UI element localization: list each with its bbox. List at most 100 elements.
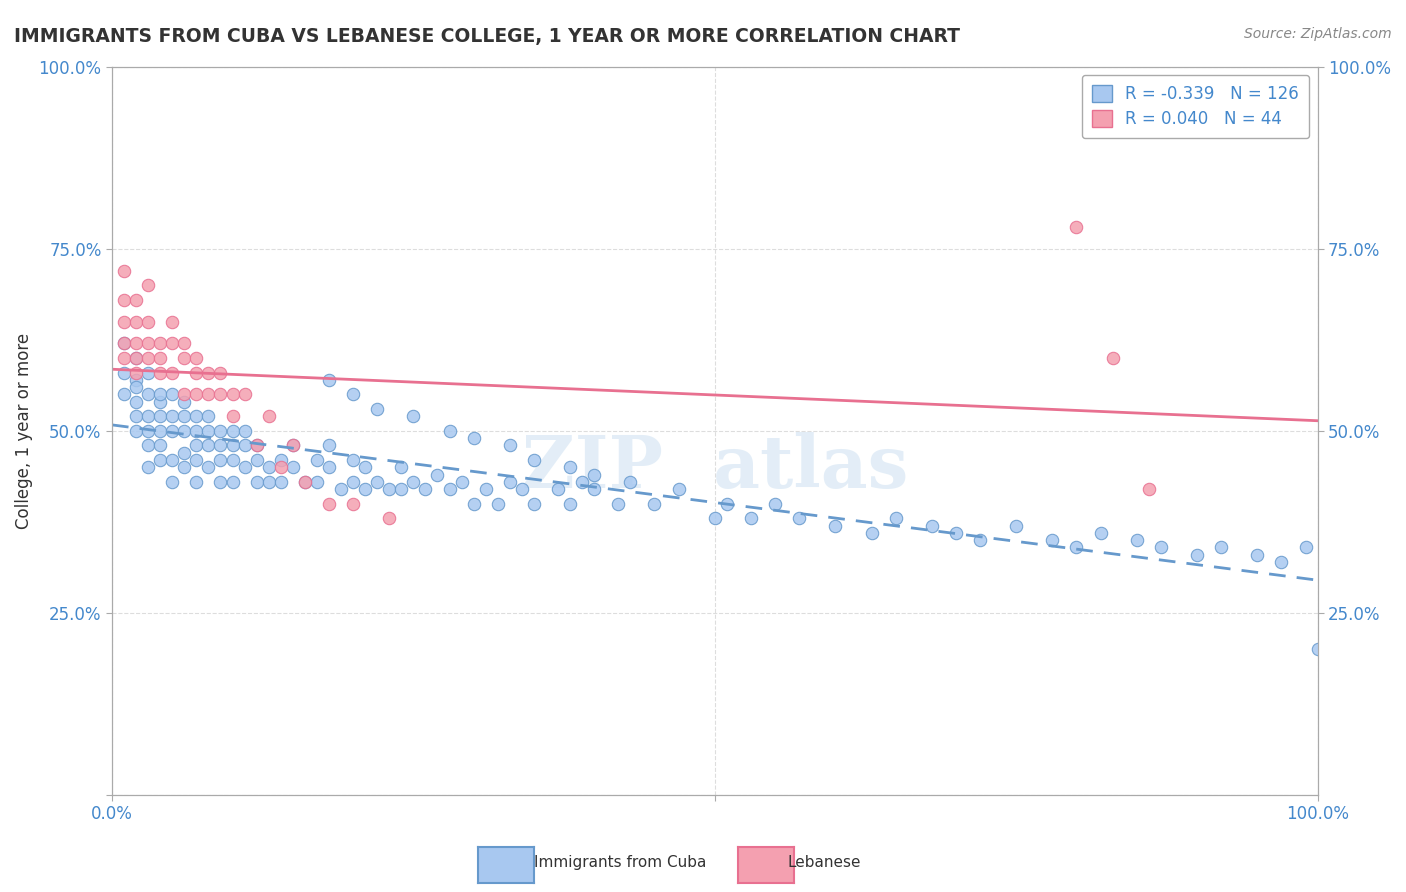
Point	[112, 366, 135, 380]
Point	[209, 475, 232, 489]
Point	[305, 475, 328, 489]
Point	[162, 453, 184, 467]
Point	[136, 409, 159, 424]
Point	[415, 482, 437, 496]
Point	[149, 387, 172, 401]
Point	[149, 409, 172, 424]
Point	[112, 336, 135, 351]
Point	[402, 409, 425, 424]
Point	[1295, 541, 1317, 555]
Point	[571, 475, 593, 489]
Point	[644, 497, 666, 511]
Point	[463, 431, 485, 445]
Point	[233, 460, 256, 475]
Point	[523, 453, 546, 467]
Point	[668, 482, 690, 496]
Point	[162, 336, 184, 351]
Point	[173, 460, 195, 475]
Point	[969, 533, 991, 547]
Point	[510, 482, 533, 496]
Point	[112, 351, 135, 365]
Y-axis label: College, 1 year or more: College, 1 year or more	[15, 333, 32, 529]
Point	[149, 438, 172, 452]
Point	[149, 424, 172, 438]
Point	[136, 336, 159, 351]
Point	[209, 438, 232, 452]
Point	[149, 394, 172, 409]
Point	[558, 497, 581, 511]
Point	[197, 460, 219, 475]
Point	[305, 453, 328, 467]
Point	[125, 394, 148, 409]
Point	[523, 497, 546, 511]
Point	[125, 366, 148, 380]
Point	[149, 366, 172, 380]
Point	[450, 475, 472, 489]
Point	[439, 482, 461, 496]
Point	[197, 387, 219, 401]
Point	[318, 460, 340, 475]
Point	[233, 387, 256, 401]
Point	[125, 293, 148, 307]
Point	[463, 497, 485, 511]
Point	[945, 525, 967, 540]
Point	[1185, 548, 1208, 562]
Point	[342, 387, 364, 401]
Point	[547, 482, 569, 496]
Point	[1101, 351, 1123, 365]
Point	[257, 409, 280, 424]
Point	[474, 482, 496, 496]
Point	[1270, 555, 1292, 569]
Point	[499, 475, 522, 489]
Point	[389, 482, 412, 496]
Point	[270, 460, 292, 475]
Point	[149, 336, 172, 351]
Point	[173, 445, 195, 459]
Point	[125, 314, 148, 328]
Point	[125, 424, 148, 438]
Point	[366, 401, 388, 416]
Point	[233, 438, 256, 452]
Point	[136, 424, 159, 438]
Point	[787, 511, 810, 525]
Point	[136, 314, 159, 328]
Point	[173, 424, 195, 438]
Point	[112, 314, 135, 328]
Point	[125, 351, 148, 365]
Point	[257, 460, 280, 475]
Point	[716, 497, 738, 511]
Point	[209, 387, 232, 401]
Point	[125, 336, 148, 351]
Point	[921, 518, 943, 533]
Point	[186, 409, 208, 424]
Point	[257, 475, 280, 489]
Point	[136, 438, 159, 452]
Point	[342, 497, 364, 511]
Point	[294, 475, 316, 489]
Point	[330, 482, 353, 496]
Point	[112, 336, 135, 351]
Point	[149, 453, 172, 467]
Point	[281, 460, 304, 475]
Point	[136, 366, 159, 380]
Point	[378, 482, 401, 496]
Point	[186, 424, 208, 438]
Point	[270, 453, 292, 467]
Point	[281, 438, 304, 452]
Point	[740, 511, 762, 525]
Point	[499, 438, 522, 452]
Point	[378, 511, 401, 525]
Point	[294, 475, 316, 489]
Point	[1306, 642, 1329, 657]
Point	[318, 438, 340, 452]
Point	[125, 380, 148, 394]
Point	[1040, 533, 1063, 547]
Point	[136, 460, 159, 475]
Point	[619, 475, 641, 489]
Point	[1066, 219, 1088, 234]
Point	[354, 460, 377, 475]
Point	[112, 387, 135, 401]
Point	[173, 351, 195, 365]
Point	[342, 475, 364, 489]
Point	[173, 409, 195, 424]
